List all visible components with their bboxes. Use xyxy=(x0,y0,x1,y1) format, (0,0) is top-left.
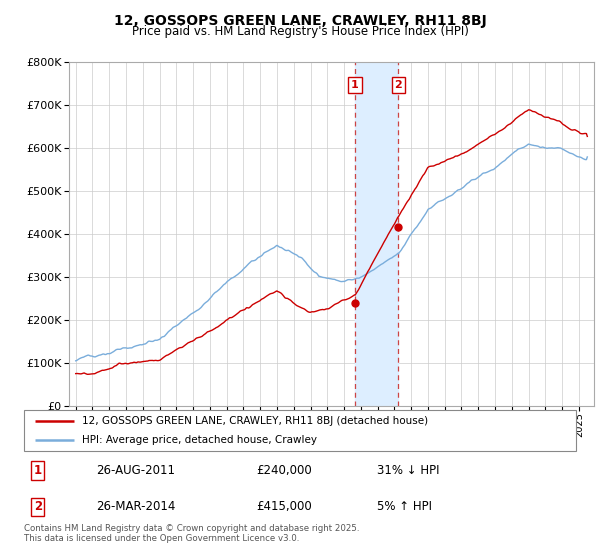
Text: 1: 1 xyxy=(34,464,42,477)
FancyBboxPatch shape xyxy=(24,410,576,451)
Text: Contains HM Land Registry data © Crown copyright and database right 2025.
This d: Contains HM Land Registry data © Crown c… xyxy=(24,524,359,543)
Text: HPI: Average price, detached house, Crawley: HPI: Average price, detached house, Craw… xyxy=(82,435,317,445)
Text: £415,000: £415,000 xyxy=(256,500,311,513)
Text: 31% ↓ HPI: 31% ↓ HPI xyxy=(377,464,440,477)
Text: 5% ↑ HPI: 5% ↑ HPI xyxy=(377,500,432,513)
Text: 12, GOSSOPS GREEN LANE, CRAWLEY, RH11 8BJ: 12, GOSSOPS GREEN LANE, CRAWLEY, RH11 8B… xyxy=(113,14,487,28)
Text: £240,000: £240,000 xyxy=(256,464,311,477)
Text: 26-AUG-2011: 26-AUG-2011 xyxy=(96,464,175,477)
Text: 2: 2 xyxy=(394,80,402,90)
Bar xyxy=(355,62,398,406)
Text: 26-MAR-2014: 26-MAR-2014 xyxy=(96,500,175,513)
Text: Price paid vs. HM Land Registry's House Price Index (HPI): Price paid vs. HM Land Registry's House … xyxy=(131,25,469,38)
Text: 1: 1 xyxy=(351,80,359,90)
Text: 2: 2 xyxy=(34,500,42,513)
Text: 12, GOSSOPS GREEN LANE, CRAWLEY, RH11 8BJ (detached house): 12, GOSSOPS GREEN LANE, CRAWLEY, RH11 8B… xyxy=(82,417,428,426)
